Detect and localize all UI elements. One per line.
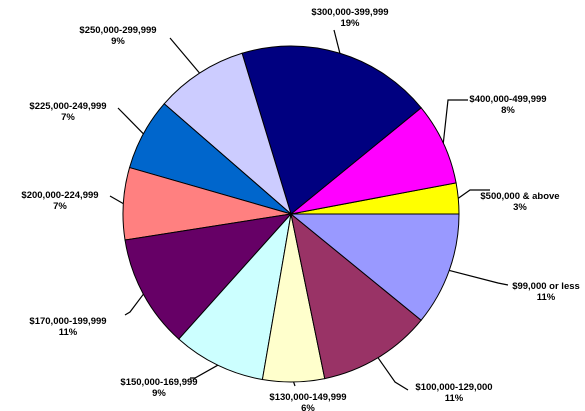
slice-percent-label: 7% [61, 112, 75, 123]
slice-percent-label: 9% [152, 388, 166, 399]
slice-label: $225,000-249,999 [29, 101, 106, 112]
slice-label: $170,000-199,999 [29, 316, 106, 327]
slice-percent-label: 11% [537, 292, 556, 303]
leader-line [457, 189, 490, 199]
pie-slice [290, 212, 422, 380]
pie-slice [178, 212, 292, 381]
leader-line [124, 293, 144, 316]
pie-slice [124, 213, 293, 340]
slice-label: $150,000-169,999 [120, 377, 197, 388]
slice-label: $99,000 or less [512, 281, 580, 292]
slice-percent-label: 11% [445, 393, 464, 404]
slice-label: $200,000-224,999 [21, 190, 98, 201]
pie-slices [122, 45, 460, 383]
leader-line [333, 29, 341, 54]
leader-line [117, 107, 144, 135]
pie-slice [163, 52, 292, 216]
slice-percent-label: 7% [53, 201, 67, 212]
slice-label: $130,000-149,999 [269, 392, 346, 403]
leader-line [190, 364, 219, 379]
leader-line [377, 357, 409, 391]
slice-percent-label: 3% [513, 202, 527, 213]
leader-line [449, 269, 509, 286]
slice-percent-label: 19% [340, 18, 360, 29]
leader-line [169, 37, 201, 74]
slice-label: $500,000 & above [480, 191, 559, 202]
slice-percent-label: 6% [301, 403, 315, 411]
slice-label: $250,000-299,999 [79, 25, 156, 36]
leader-lines [109, 29, 509, 391]
leader-line [109, 195, 124, 205]
leader-line [293, 381, 296, 387]
slice-label: $300,000-399,999 [311, 7, 388, 18]
slice-percent-label: 9% [111, 36, 125, 47]
slice-label: $400,000-499,999 [469, 94, 546, 105]
slice-label: $100,000-129,000 [415, 382, 492, 393]
slice-percent-label: 11% [59, 327, 78, 338]
slice-percent-label: 8% [501, 105, 515, 116]
pie-slice [241, 45, 422, 215]
leader-line [442, 99, 468, 144]
pie-slice [289, 213, 460, 321]
